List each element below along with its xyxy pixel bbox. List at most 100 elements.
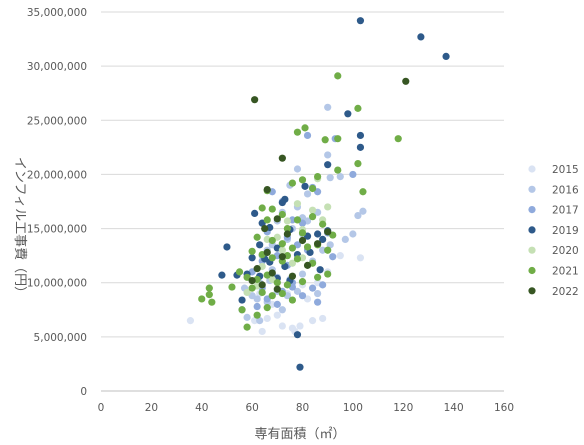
data-point bbox=[303, 261, 312, 269]
data-point bbox=[273, 279, 281, 287]
data-point bbox=[253, 265, 261, 273]
data-point bbox=[293, 331, 302, 339]
data-point bbox=[336, 172, 344, 181]
y-tick-label: 5,000,000 bbox=[34, 332, 87, 344]
data-point bbox=[251, 317, 259, 325]
data-point bbox=[258, 327, 266, 336]
data-point bbox=[283, 224, 291, 233]
legend-marker bbox=[528, 206, 536, 214]
data-point bbox=[298, 176, 307, 184]
data-points bbox=[186, 17, 450, 371]
data-point bbox=[243, 323, 251, 331]
data-point bbox=[314, 289, 322, 298]
x-tick-label: 160 bbox=[494, 402, 514, 414]
data-point bbox=[301, 124, 309, 132]
data-point bbox=[253, 302, 261, 311]
data-point bbox=[349, 170, 357, 179]
data-point bbox=[268, 254, 276, 262]
data-point bbox=[253, 311, 261, 319]
data-point bbox=[349, 230, 357, 238]
data-point bbox=[273, 215, 281, 223]
data-point bbox=[258, 204, 266, 212]
data-point bbox=[293, 216, 302, 224]
data-point bbox=[278, 210, 286, 219]
legend: 2015 2016 2017 2019 2020 2021 2022 bbox=[528, 164, 579, 298]
legend-item-2015: 2015 bbox=[528, 164, 579, 176]
y-axis-ticks: 0 5,000,000 10,000,000 15,000,000 20,000,000… bbox=[27, 7, 87, 398]
data-point bbox=[228, 283, 236, 291]
data-point bbox=[308, 184, 317, 193]
data-point bbox=[314, 230, 322, 238]
data-point bbox=[314, 273, 322, 281]
data-point bbox=[251, 209, 259, 218]
data-point bbox=[341, 235, 349, 243]
data-point bbox=[278, 240, 286, 248]
data-point bbox=[334, 135, 342, 143]
data-point bbox=[198, 295, 206, 303]
data-point bbox=[288, 244, 297, 252]
data-point bbox=[223, 243, 231, 251]
data-point bbox=[298, 278, 307, 286]
data-point bbox=[356, 17, 365, 25]
legend-item-2016: 2016 bbox=[528, 184, 579, 196]
x-tick-label: 40 bbox=[195, 402, 208, 414]
data-point bbox=[263, 248, 271, 256]
data-point bbox=[417, 33, 425, 41]
legend-label: 2015 bbox=[552, 164, 579, 176]
y-axis-title: インフィル工事費（円） bbox=[12, 157, 27, 299]
data-point bbox=[316, 266, 324, 274]
x-tick-label: 140 bbox=[444, 402, 464, 414]
data-point bbox=[283, 230, 291, 238]
y-tick-label: 20,000,000 bbox=[27, 169, 87, 181]
data-point bbox=[273, 300, 281, 308]
data-point bbox=[359, 188, 367, 196]
data-point bbox=[288, 179, 297, 187]
data-point bbox=[324, 103, 332, 111]
legend-label: 2020 bbox=[552, 245, 579, 257]
series-2015 bbox=[186, 252, 365, 336]
data-point bbox=[319, 235, 327, 243]
data-point bbox=[258, 288, 266, 297]
legend-label: 2019 bbox=[552, 225, 579, 237]
data-point bbox=[293, 287, 302, 295]
data-point bbox=[235, 268, 244, 276]
data-point bbox=[273, 285, 281, 293]
data-point bbox=[263, 185, 271, 194]
data-point bbox=[356, 143, 365, 151]
data-point bbox=[324, 270, 332, 278]
data-point bbox=[308, 213, 317, 221]
data-point bbox=[205, 284, 213, 292]
data-point bbox=[261, 224, 269, 233]
data-point bbox=[248, 284, 256, 292]
data-point bbox=[442, 52, 450, 60]
data-point bbox=[344, 110, 352, 118]
y-tick-label: 30,000,000 bbox=[27, 61, 87, 73]
legend-marker bbox=[528, 226, 536, 234]
data-point bbox=[324, 151, 332, 159]
data-point bbox=[354, 104, 362, 112]
data-point bbox=[303, 190, 312, 198]
data-point bbox=[293, 200, 302, 208]
data-point bbox=[278, 253, 286, 261]
data-point bbox=[278, 154, 286, 162]
data-point bbox=[298, 292, 307, 300]
data-point bbox=[296, 363, 304, 371]
data-point bbox=[308, 317, 317, 325]
data-point bbox=[324, 228, 332, 236]
data-point bbox=[354, 160, 362, 168]
data-point bbox=[243, 313, 251, 321]
series-2022 bbox=[248, 77, 410, 293]
x-tick-label: 0 bbox=[98, 402, 105, 414]
data-point bbox=[298, 270, 307, 278]
data-point bbox=[258, 281, 266, 289]
data-point bbox=[303, 131, 312, 140]
y-tick-label: 35,000,000 bbox=[27, 7, 87, 19]
data-point bbox=[218, 271, 226, 279]
y-tick-label: 10,000,000 bbox=[27, 278, 87, 290]
data-point bbox=[354, 211, 362, 220]
data-point bbox=[324, 203, 332, 211]
legend-item-2021: 2021 bbox=[528, 266, 579, 278]
data-point bbox=[324, 161, 332, 169]
x-tick-label: 100 bbox=[343, 402, 363, 414]
data-point bbox=[251, 96, 259, 104]
